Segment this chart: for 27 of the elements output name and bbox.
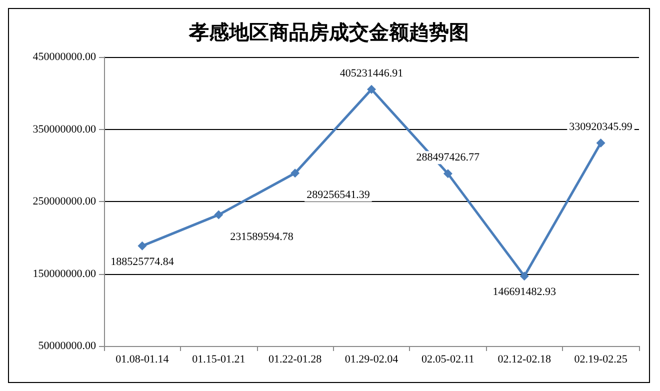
data-label: 146691482.93 bbox=[492, 286, 556, 298]
point bbox=[214, 210, 224, 220]
x-tick-label: 02.19-02.25 bbox=[574, 354, 628, 366]
chart-title: 孝感地区商品房成交金额趋势图 bbox=[188, 20, 469, 44]
x-tick-label: 02.05-02.11 bbox=[422, 354, 474, 366]
data-label: 405231446.91 bbox=[340, 67, 404, 80]
data-label: 289256541.39 bbox=[306, 189, 370, 202]
point bbox=[443, 169, 452, 178]
data-label: 330920345.99 bbox=[569, 121, 633, 134]
x-tick-label: 01.22-01.28 bbox=[268, 354, 322, 366]
point bbox=[290, 168, 300, 178]
y-tick-label: 350000000.00 bbox=[32, 123, 96, 136]
point bbox=[138, 241, 147, 250]
point bbox=[367, 84, 376, 94]
y-tick-label: 250000000.00 bbox=[32, 196, 96, 208]
x-tick-label: 01.08-01.14 bbox=[116, 354, 170, 366]
data-label: 188525774.84 bbox=[110, 256, 174, 268]
y-tick-label: 50000000.00 bbox=[38, 340, 96, 352]
x-tick-label: 01.15-01.21 bbox=[192, 354, 246, 366]
y-tick-label: 150000000.00 bbox=[32, 268, 96, 280]
point bbox=[520, 272, 529, 281]
data-label: 231589594.78 bbox=[230, 230, 294, 243]
x-tick-label: 01.29-02.04 bbox=[344, 354, 399, 366]
point bbox=[596, 138, 606, 148]
data-label: 288497426.77 bbox=[416, 152, 480, 164]
x-tick-label: 02.12-02.18 bbox=[498, 354, 552, 366]
y-tick-label: 450000000.00 bbox=[32, 51, 96, 63]
